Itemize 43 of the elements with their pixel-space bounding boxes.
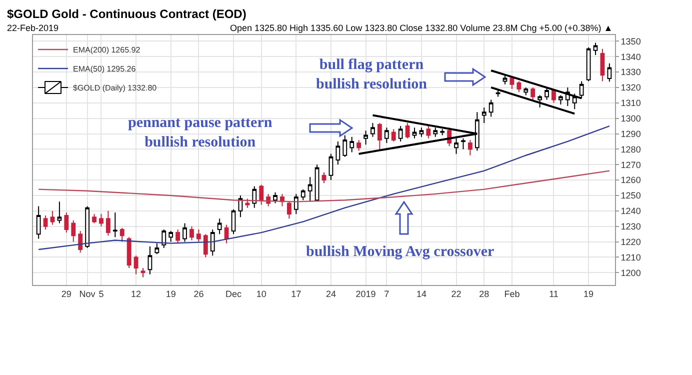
y-tick-label: 1300 — [620, 113, 641, 124]
y-tick-label: 1260 — [620, 175, 641, 186]
y-tick-label: 1280 — [620, 144, 641, 154]
x-tick-label: Dec — [225, 288, 242, 299]
x-tick-label: 14 — [416, 288, 426, 299]
text: Open 1325.80 High 1335.60 Low 1323.80 Close 1332.80 Volume 23.8M Chg +5.00 (+0.38%) ▲ — [230, 23, 613, 33]
annotation: pennant pause pattern bullish resolution — [128, 115, 273, 150]
y-tick-label: 1240 — [620, 206, 641, 216]
y-tick-label: 1230 — [620, 222, 641, 232]
legend-label: $GOLD (Daily) 1332.80 — [73, 84, 158, 93]
y-tick-label: 1290 — [620, 128, 641, 139]
x-tick-label: 19 — [166, 288, 176, 299]
x-tick-label: 2019 — [356, 288, 376, 299]
y-tick-label: 1310 — [620, 98, 641, 108]
annotation: bull flag pattern bullish resolution — [316, 57, 428, 92]
chart-title: $GOLD Gold - Continuous Contract (EOD) — [7, 7, 246, 21]
x-tick-label: 5 — [98, 288, 104, 299]
y-tick-label: 1330 — [620, 67, 641, 78]
y-tick-label: 1210 — [620, 252, 641, 262]
x-tick-label: 10 — [256, 288, 266, 299]
chart-subtitle: 22-Feb-2019 — [7, 23, 59, 33]
x-tick-label: 19 — [584, 288, 594, 299]
x-tick-label: 28 — [479, 288, 490, 299]
x-tick-label: 22 — [451, 288, 462, 299]
x-tick-label: 26 — [194, 288, 204, 299]
x-tick-label: Nov — [79, 288, 96, 299]
y-tick-label: 1250 — [620, 190, 641, 201]
x-tick-label: 29 — [61, 288, 72, 299]
y-tick-label: 1320 — [620, 82, 641, 93]
y-tick-label: 1270 — [620, 160, 641, 170]
x-tick-label: Feb — [504, 288, 520, 299]
y-tick-label: 1200 — [620, 268, 641, 278]
annotation: bullish Moving Avg crossover — [306, 244, 495, 260]
x-tick-label: 17 — [291, 288, 302, 299]
y-tick-label: 1220 — [620, 236, 641, 247]
x-tick-label: 24 — [326, 288, 336, 299]
legend-label: EMA(200) 1265.92 — [73, 46, 141, 55]
x-tick-label: 12 — [131, 288, 142, 299]
x-tick-label: 11 — [549, 288, 558, 299]
x-tick-label: 7 — [384, 288, 390, 299]
legend-label: EMA(50) 1295.26 — [73, 64, 136, 74]
y-tick-label: 1340 — [620, 52, 641, 62]
y-tick-label: 1350 — [620, 36, 641, 46]
